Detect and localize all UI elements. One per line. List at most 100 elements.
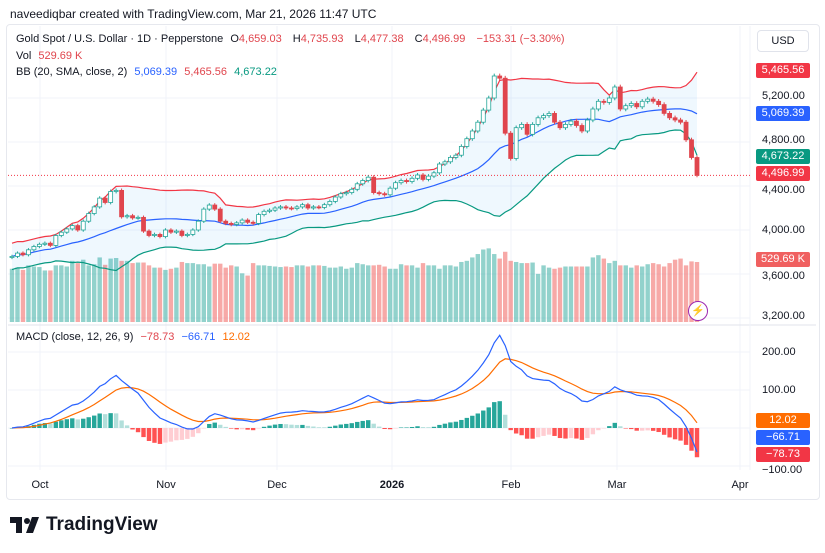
candle-body [91, 206, 97, 214]
candle-body [639, 100, 645, 108]
volume-bar [678, 258, 683, 322]
candle-body [689, 139, 694, 158]
candle-body [360, 180, 366, 185]
candle-body [272, 207, 278, 211]
macd-histogram-bar [256, 428, 261, 429]
candle-body [409, 177, 415, 183]
macd-histogram-bar [409, 426, 415, 428]
macd-histogram-bar [519, 428, 524, 436]
candle-body [579, 125, 585, 132]
macd-histogram-bar [393, 428, 398, 429]
candle-body [376, 192, 382, 195]
symbol-name: Gold Spot / U.S. Dollar · 1D · Peppersto… [16, 33, 224, 45]
volume-bar [294, 265, 300, 322]
bb-upper-value: 5,465.56 [184, 66, 228, 78]
candle-body [146, 230, 152, 236]
candle-body [557, 121, 563, 129]
volume-bar [437, 268, 442, 322]
currency-button[interactable]: USD [757, 30, 809, 52]
volume-bar [37, 267, 42, 322]
candle-body [634, 103, 640, 108]
price-tick: 4,400.00 [762, 184, 805, 196]
candle-body [15, 252, 20, 257]
macd-histogram-bar [283, 424, 289, 428]
candle-body [223, 220, 229, 224]
tradingview-logo: TradingView [10, 514, 158, 536]
time-tick: Feb [501, 479, 521, 491]
macd-histogram-bar [157, 428, 163, 444]
candle-body [469, 130, 475, 140]
volume-bar [278, 267, 283, 322]
candle-body [650, 98, 656, 102]
macd-histogram-bar [135, 428, 141, 433]
macd-histogram-bar [420, 427, 426, 428]
macd-histogram-bar [448, 422, 453, 428]
macd-histogram-bar [530, 428, 535, 439]
volume-bar [607, 263, 612, 322]
volume-bar [667, 263, 672, 322]
volume-bar [26, 265, 31, 322]
volume-bar [163, 269, 168, 322]
macd-histogram-bar [634, 428, 639, 431]
macd-histogram-bar [218, 424, 223, 428]
candle-body [212, 204, 218, 210]
candle-body [332, 196, 338, 202]
candle-body [645, 98, 651, 102]
macd-histogram-bar [267, 425, 272, 428]
volume-bar [557, 267, 563, 322]
macd-histogram-bar [366, 420, 371, 428]
macd-histogram-bar [305, 425, 311, 428]
macd-histogram-bar [563, 428, 568, 439]
volume-bar [75, 263, 80, 322]
macd-histogram-bar [272, 424, 278, 428]
candle-body [283, 206, 289, 209]
macd-histogram-bar [508, 428, 513, 431]
volume-bar [623, 265, 628, 322]
lightning-icon[interactable]: ⚡ [688, 301, 708, 321]
candle-body [9, 255, 15, 258]
candle-body [431, 172, 437, 177]
volume-legend[interactable]: Vol 529.69 K [16, 50, 86, 62]
last-price-tag: 4,496.99 [756, 166, 810, 181]
bb-legend[interactable]: BB (20, SMA, close, 2) 5,069.39 5,465.56… [16, 66, 281, 78]
candle-body [86, 213, 92, 222]
candle-body [195, 220, 201, 231]
macd-histogram-bar [207, 423, 212, 428]
candle-body [683, 121, 689, 141]
macd-histogram-bar [415, 426, 420, 428]
candle-body [31, 246, 37, 251]
volume-bar [185, 263, 190, 322]
candle-body [245, 219, 251, 223]
volume-bar [102, 264, 108, 322]
macd-histogram-bar [650, 428, 656, 431]
macd-histogram-bar [672, 428, 678, 440]
candle-body [513, 127, 519, 159]
macd-histogram-bar [130, 428, 135, 430]
volume-bar [245, 275, 250, 322]
candle-body [672, 117, 678, 121]
macd-histogram-bar [481, 410, 486, 428]
macd-histogram-bar [568, 428, 574, 439]
volume-bar [672, 259, 678, 322]
volume-bar [119, 260, 124, 322]
macd-histogram-bar [322, 427, 327, 428]
volume-bar [590, 257, 596, 322]
macd-legend[interactable]: MACD (close, 12, 26, 9) −78.73 −66.71 12… [16, 331, 254, 343]
macd-histogram-bar [190, 428, 196, 437]
candle-body [327, 200, 333, 206]
macd-histogram-bar [201, 428, 206, 429]
bb-lower-line [11, 129, 698, 272]
candle-body [437, 163, 442, 174]
volume-bar [574, 266, 579, 322]
macd-histogram-bar [596, 428, 601, 431]
macd-histogram-bar [108, 413, 113, 428]
volume-bar [349, 267, 354, 322]
candle-body [354, 183, 360, 190]
candle-body [617, 86, 623, 110]
symbol-legend[interactable]: Gold Spot / U.S. Dollar · 1D · Peppersto… [16, 33, 569, 45]
macd-histogram-bar [81, 418, 86, 428]
macd-histogram-bar [535, 428, 541, 438]
volume-bar [283, 266, 289, 322]
